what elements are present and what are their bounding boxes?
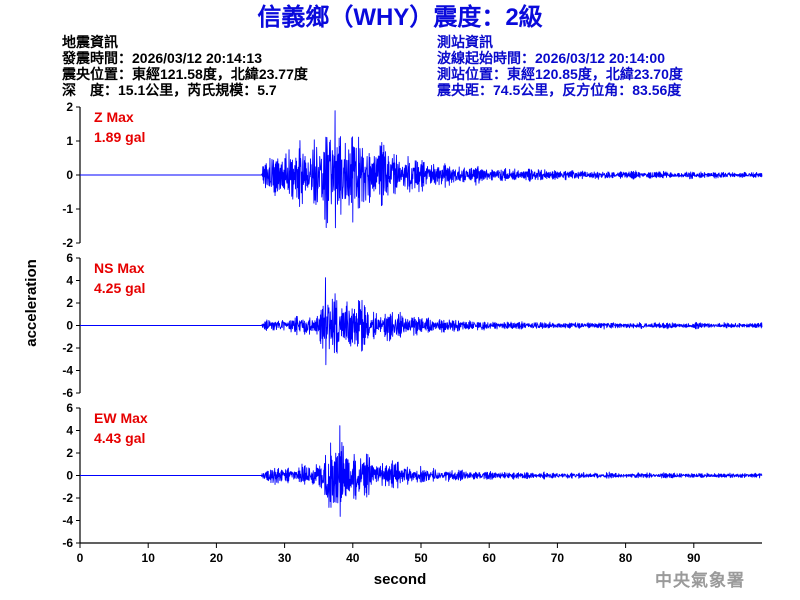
x-tick-label: 40	[346, 551, 360, 565]
x-axis: 0 10 20 30 40 50 60 70 80 90	[77, 542, 762, 565]
ew-max-value: 4.43 gal	[94, 430, 146, 446]
z-waveform-trace	[79, 110, 763, 229]
earthquake-info-heading: 地震資訊	[62, 34, 118, 50]
ns-y-tick-label: -6	[62, 386, 73, 400]
ew-y-tick-label: 0	[66, 469, 73, 483]
z-y-tick-label: -1	[62, 202, 73, 216]
x-tick-label: 10	[142, 551, 156, 565]
x-tick-label: 30	[278, 551, 292, 565]
ns-y-tick-label: -4	[62, 364, 73, 378]
ns-max-annotation: NS Max 4.25 gal	[94, 258, 145, 298]
ns-y-tick-label: 6	[66, 251, 73, 265]
z-max-label: Z Max	[94, 109, 134, 125]
earthquake-info: 地震資訊 發震時間：2026/03/12 20:14:13 震央位置：東經121…	[62, 34, 308, 98]
ew-max-label: EW Max	[94, 410, 148, 426]
z-y-tick-label: 1	[66, 134, 73, 148]
station-intensity-title: 信義鄉（WHY）震度：2級	[257, 4, 543, 31]
ew-waveform-trace	[79, 425, 763, 517]
origin-time: 發震時間：2026/03/12 20:14:13	[62, 50, 262, 66]
waveform-start-time: 波線起始時間：2026/03/12 20:14:00	[437, 50, 665, 66]
z-y-tick-label: 0	[66, 168, 73, 182]
ns-max-value: 4.25 gal	[94, 280, 146, 296]
z-max-annotation: Z Max 1.89 gal	[94, 107, 145, 147]
station-info-heading: 測站資訊	[437, 34, 493, 50]
z-max-value: 1.89 gal	[94, 129, 146, 145]
ew-max-annotation: EW Max 4.43 gal	[94, 408, 148, 448]
x-tick-label: 20	[210, 551, 224, 565]
ew-y-tick-label: 2	[66, 446, 73, 460]
ns-max-label: NS Max	[94, 260, 145, 276]
x-tick-label: 60	[483, 551, 497, 565]
x-tick-label: 70	[551, 551, 565, 565]
x-axis-title: second	[373, 571, 427, 588]
ew-panel: 6 4 2 0 -2 -4 -6	[62, 401, 763, 550]
x-tick-label: 80	[619, 551, 633, 565]
z-y-tick-label: 2	[66, 100, 73, 114]
station-location: 測站位置：東經120.85度，北緯23.70度	[437, 66, 683, 82]
ew-y-tick-label: -2	[62, 491, 73, 505]
ns-panel: 6 4 2 0 -2 -4 -6	[62, 251, 763, 400]
ew-y-tick-label: -6	[62, 536, 73, 550]
ew-y-tick-label: -4	[62, 514, 73, 528]
depth-magnitude: 深 度：15.1公里，芮氏規模：5.7	[62, 82, 277, 98]
station-info: 測站資訊 波線起始時間：2026/03/12 20:14:00 測站位置：東經1…	[437, 34, 683, 98]
x-tick-label: 90	[687, 551, 701, 565]
ns-y-tick-label: 4	[66, 274, 73, 288]
epicenter-location: 震央位置：東經121.58度，北緯23.77度	[62, 66, 308, 82]
ns-y-tick-label: 0	[66, 319, 73, 333]
z-panel: 2 1 0 -1 -2	[62, 100, 763, 250]
x-tick-label: 0	[77, 551, 84, 565]
epicentral-distance-azimuth: 震央距：74.5公里，反方位角：83.56度	[437, 82, 682, 98]
y-axis-title: acceleration	[23, 259, 40, 347]
x-tick-label: 50	[414, 551, 428, 565]
ns-waveform-trace	[79, 277, 763, 366]
ns-y-tick-label: -2	[62, 341, 73, 355]
ns-y-tick-label: 2	[66, 296, 73, 310]
z-y-tick-label: -2	[62, 236, 73, 250]
ew-y-tick-label: 6	[66, 401, 73, 415]
ew-y-tick-label: 4	[66, 424, 73, 438]
agency-footer: 中央氣象署	[655, 571, 745, 591]
